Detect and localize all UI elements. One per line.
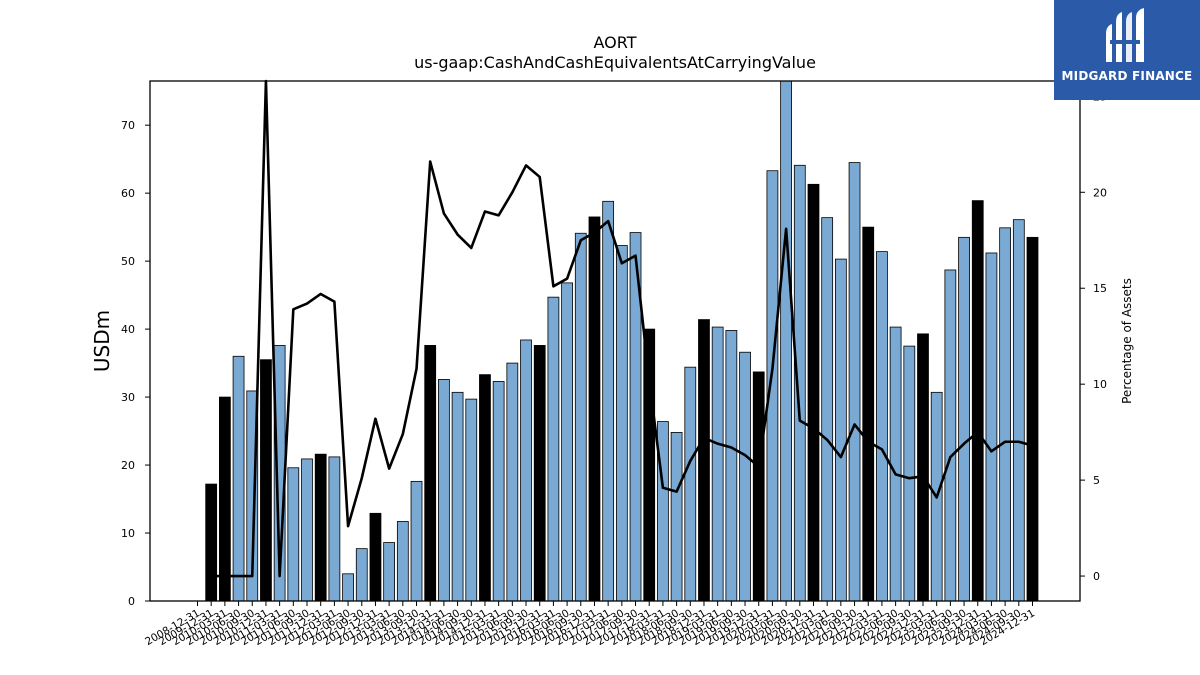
y-tick-label: 10: [121, 527, 135, 540]
bar: [342, 573, 354, 602]
bar: [218, 396, 231, 602]
bar: [574, 232, 587, 602]
y-axis-label-right: Percentage of Assets: [1120, 278, 1134, 404]
bar: [369, 512, 382, 602]
bar: [205, 483, 218, 602]
bar: [588, 216, 601, 602]
bar: [711, 326, 724, 602]
y-tick-label: 0: [128, 595, 135, 608]
bar: [807, 183, 820, 602]
y-tick-label-right: 0: [1093, 570, 1100, 583]
bar: [917, 333, 929, 602]
y-tick-label: 60: [121, 187, 135, 200]
y-tick-label-right: 10: [1093, 378, 1107, 391]
bar: [492, 381, 505, 602]
bar: [260, 359, 272, 602]
bar: [985, 252, 998, 602]
bar: [314, 453, 327, 602]
bar: [287, 467, 300, 602]
right-y-axis: 0510152025: [1080, 90, 1107, 583]
y-tick-label: 70: [121, 119, 135, 132]
bar: [396, 521, 409, 602]
bar: [479, 374, 491, 602]
bar: [889, 326, 902, 602]
bar: [944, 269, 957, 602]
bar: [739, 351, 751, 602]
x-axis: 2008-12-312009-12-312010-03-312010-06-30…: [143, 601, 1037, 648]
y-tick-label: 20: [121, 459, 135, 472]
bar: [670, 432, 683, 602]
bar: [752, 371, 765, 602]
bar: [465, 398, 478, 602]
y-axis-label: USDm: [90, 310, 114, 372]
y-tick-label-right: 15: [1093, 282, 1107, 295]
bar: [821, 217, 834, 602]
bar: [903, 345, 916, 602]
bar: [602, 200, 615, 602]
bar: [533, 345, 546, 602]
bar: [383, 542, 396, 602]
chart-subtitle: us-gaap:CashAndCashEquivalentsAtCarrying…: [414, 53, 816, 72]
bar: [971, 200, 984, 602]
y-tick-label: 50: [121, 255, 135, 268]
left-y-axis: 0 10 20 30 40 50 60 70: [121, 119, 150, 608]
bar: [1026, 236, 1039, 602]
bar: [410, 480, 423, 602]
bar: [301, 458, 313, 602]
y-tick-label-right: 5: [1093, 474, 1100, 487]
bar-group: [205, 80, 1039, 602]
bar: [698, 319, 710, 602]
bar: [684, 366, 697, 602]
bar: [561, 282, 573, 602]
chart-title: AORT: [594, 33, 637, 52]
plot-frame: [149, 80, 1081, 602]
bar: [451, 391, 464, 602]
bar: [958, 236, 970, 602]
bar: [424, 345, 437, 602]
y-tick-label: 40: [121, 323, 135, 336]
bar: [999, 227, 1012, 602]
bar: [438, 379, 450, 602]
bar: [615, 245, 628, 602]
bar: [862, 226, 875, 602]
bar: [766, 170, 779, 602]
bar: [506, 362, 519, 602]
bar: [876, 251, 888, 602]
line-series: [211, 79, 1033, 578]
logo-brand-text: MIDGARD FINANCE: [1061, 69, 1193, 83]
bar: [328, 456, 341, 602]
bar: [848, 162, 861, 602]
bar: [232, 355, 245, 602]
bar: [520, 339, 532, 602]
bar: [1012, 219, 1025, 602]
bar: [547, 296, 560, 602]
bar: [834, 258, 847, 602]
brand-logo: MIDGARD FINANCE: [1054, 0, 1200, 100]
bar: [780, 80, 792, 602]
bar: [355, 548, 368, 602]
bar: [725, 330, 738, 602]
percentage-line: [211, 79, 1033, 578]
y-tick-label-right: 20: [1093, 186, 1107, 199]
y-tick-label: 30: [121, 391, 135, 404]
logo-mark-icon: [1106, 8, 1144, 62]
